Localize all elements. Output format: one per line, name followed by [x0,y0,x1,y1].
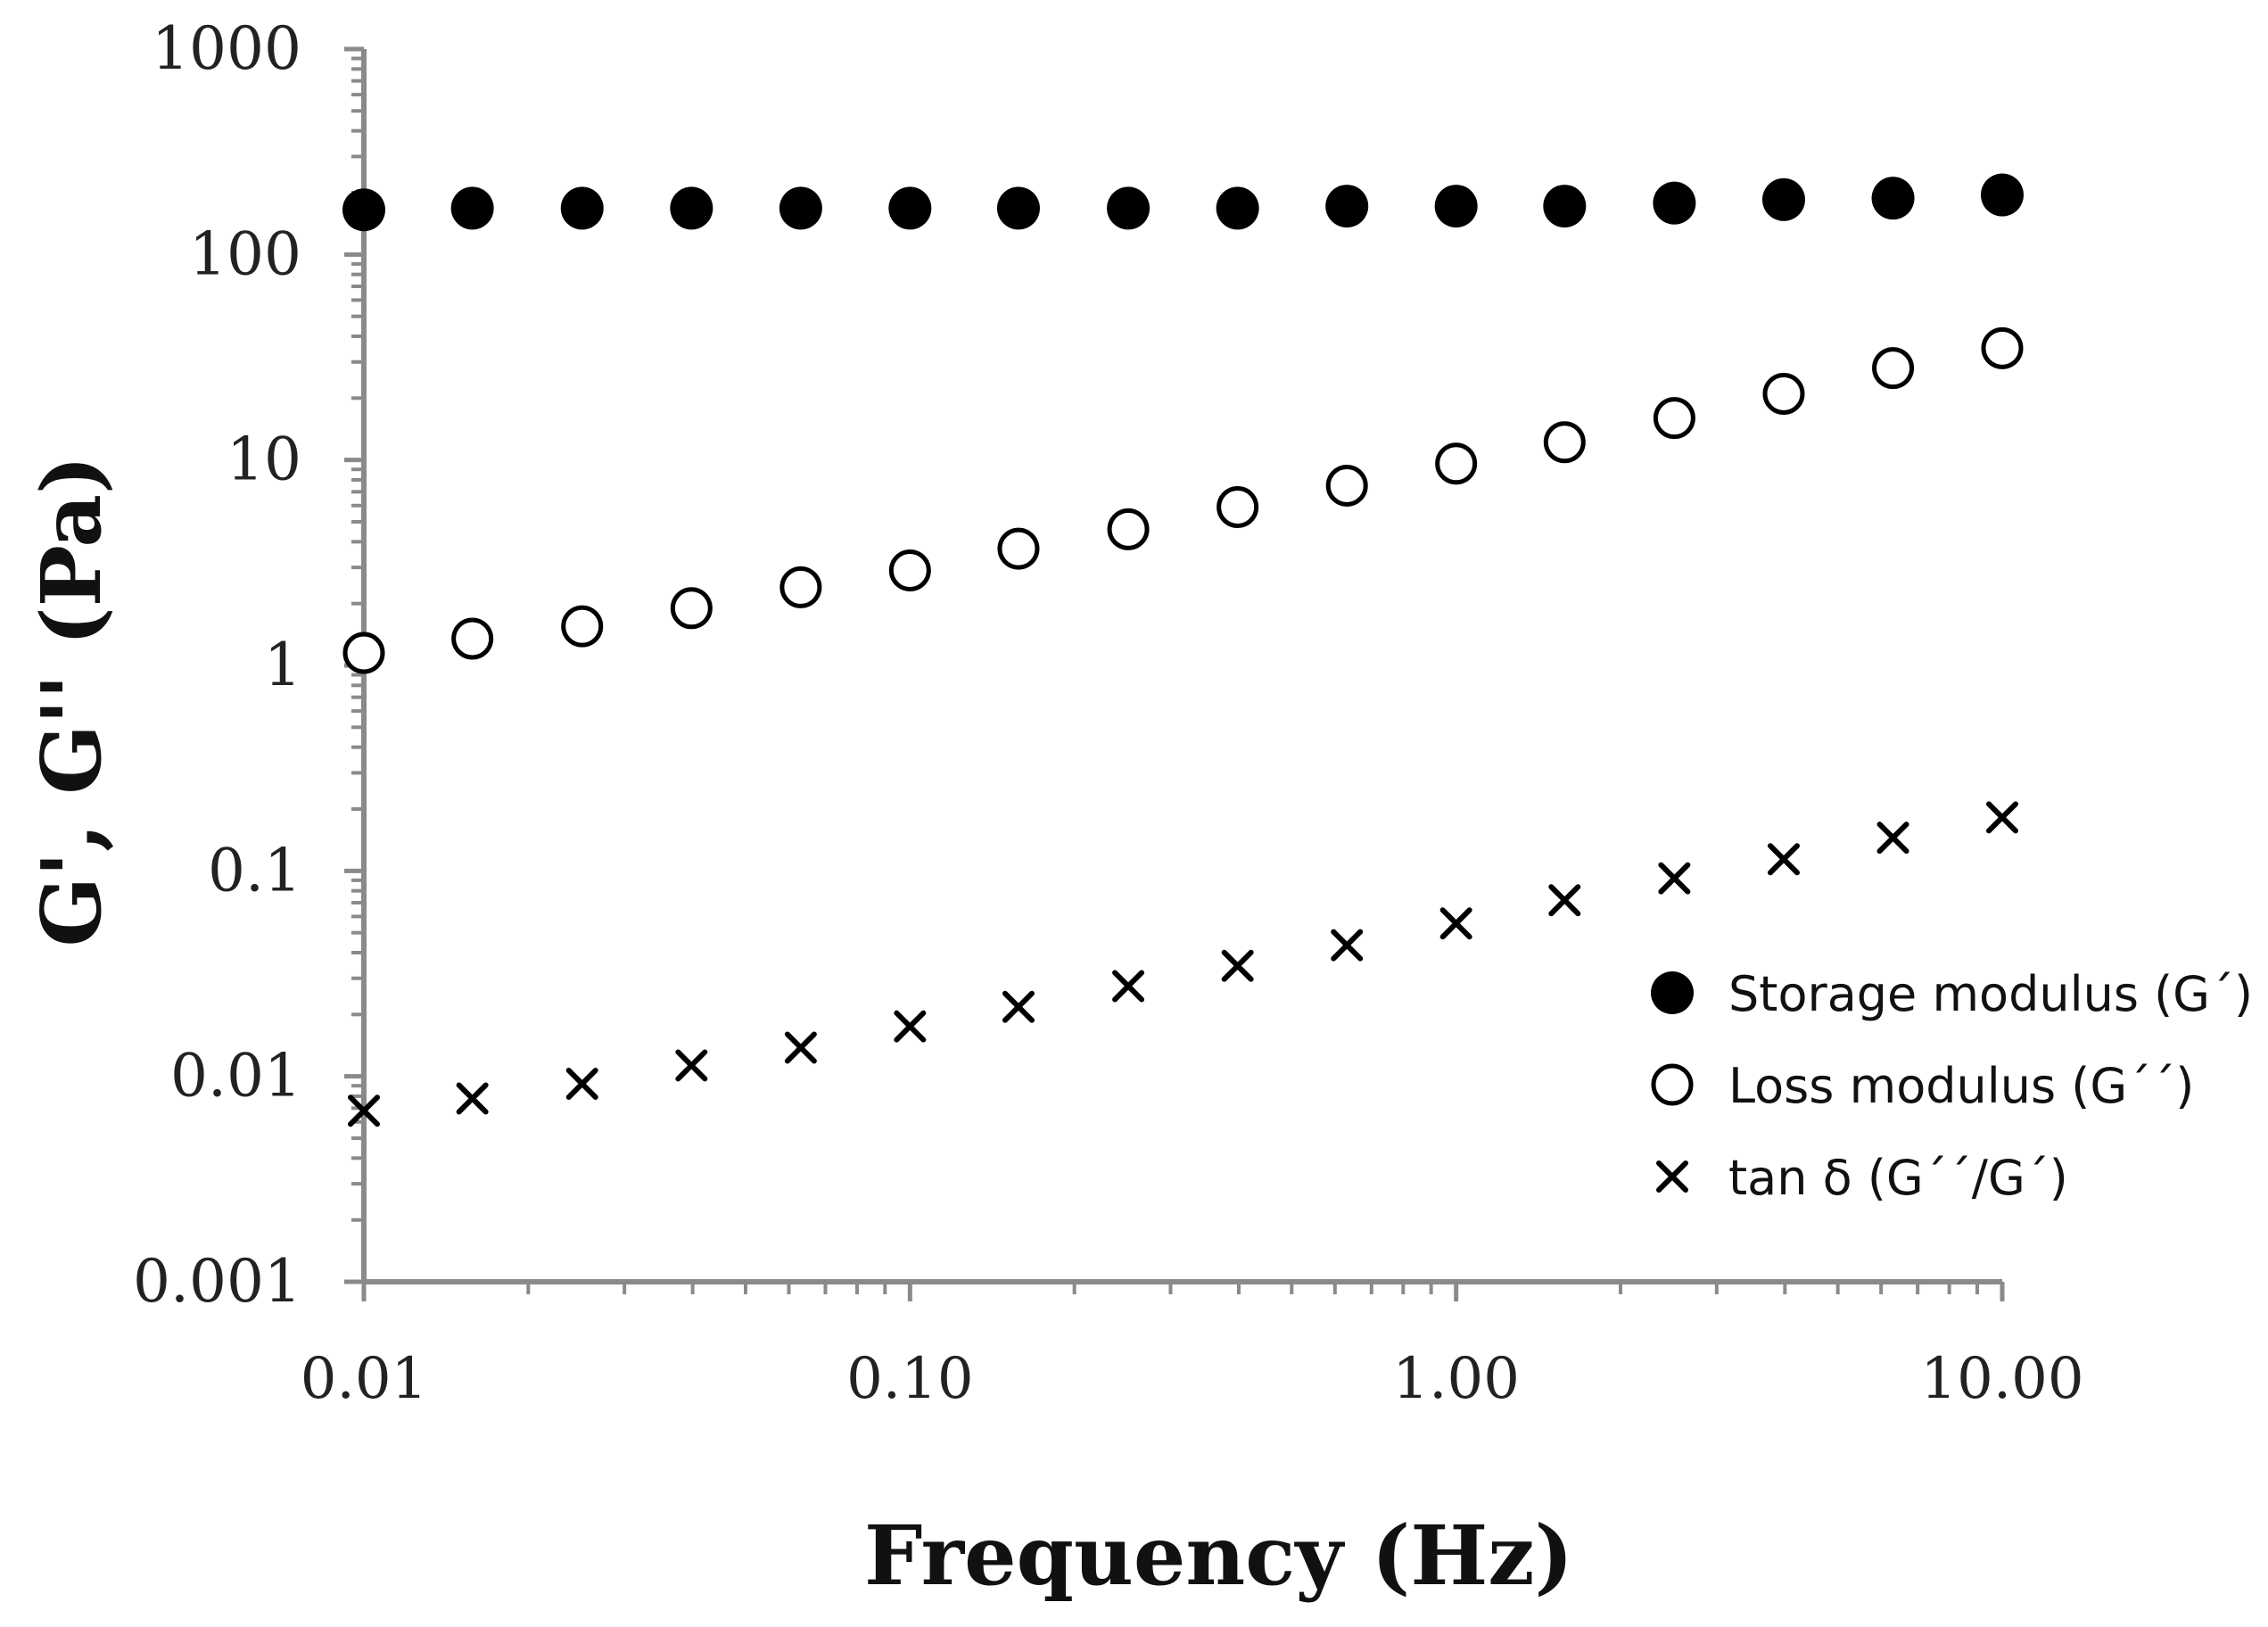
data-point [1002,990,1035,1023]
y-tick-label: 10 [227,425,301,494]
data-point [1325,464,1368,507]
data-point [1107,508,1150,550]
data-point [342,188,385,232]
legend-label: tan δ (G´´/G´) [1728,1150,2068,1206]
data-point [348,1094,380,1127]
y-tick-label: 1 [264,631,301,699]
legend-label: Storage modulus (G´) [1728,966,2253,1022]
data-point [1871,177,1915,220]
data-point [1762,372,1805,415]
data-point [888,549,931,591]
data-point [1548,884,1581,917]
x-tick-label: 1.00 [1392,1346,1520,1412]
data-point [1216,186,1259,230]
data-point [456,1082,489,1115]
data-point [1876,822,1909,855]
y-tick-label: 0.1 [208,836,301,904]
data-point [565,1068,598,1101]
data-point [1331,929,1364,962]
data-point [1112,970,1145,1003]
data-point [1981,173,2024,217]
legend-marker [1651,1063,1694,1106]
data-point [1981,326,2024,369]
marks-layer [342,173,2024,1127]
data-point [670,587,713,630]
data-point [1872,347,1915,390]
x-tick-label: 0.10 [846,1346,974,1412]
x-axis-title: Frequency (Hz) [864,1507,1573,1604]
data-point [450,186,494,230]
legend-item: Storage modulus (G´) [1651,966,2253,1022]
series-2 [348,801,2018,1127]
data-point [1434,185,1478,228]
data-point [1658,862,1691,895]
legend-marker [1656,1160,1688,1193]
data-point [1653,397,1695,440]
data-point [670,186,713,230]
data-point [888,186,932,230]
data-point [996,186,1040,230]
legend-label: Loss modulus (G´´) [1728,1058,2194,1114]
data-point [560,186,604,230]
data-point [451,617,494,660]
x-tick-label: 10.00 [1920,1346,2083,1412]
data-point [675,1049,708,1082]
y-tick-label: 1000 [152,14,301,83]
legend-item: Loss modulus (G´´) [1651,1058,2194,1114]
data-point [1439,907,1472,940]
y-tick-label: 100 [189,219,301,288]
data-point [1435,442,1478,485]
data-point [342,632,385,674]
y-tick-label: 0.001 [133,1247,301,1316]
data-point [1107,186,1150,230]
data-point [894,1010,927,1043]
y-tick-label: 0.01 [170,1042,301,1111]
data-point [1986,801,2018,834]
legend-marker [1651,971,1694,1014]
data-point [997,527,1040,570]
data-point [784,1031,817,1064]
data-point [1325,185,1369,228]
y-axis-title: G', G'' (Pa) [23,455,120,946]
data-point [1216,485,1259,528]
data-point [1653,181,1696,225]
data-point [1761,178,1805,221]
data-point [779,186,822,230]
data-point [1768,843,1800,876]
data-point [1221,949,1254,982]
legend-item: tan δ (G´´/G´) [1656,1150,2068,1206]
x-tick-label: 0.01 [301,1346,428,1412]
data-point [1543,185,1587,228]
legend: Storage modulus (G´) Loss modulus (G´´) ta… [1651,966,2253,1206]
series-1 [342,326,2024,674]
series-0 [342,173,2024,232]
data-point [561,605,604,648]
data-point [779,566,822,608]
data-point [1543,421,1586,464]
